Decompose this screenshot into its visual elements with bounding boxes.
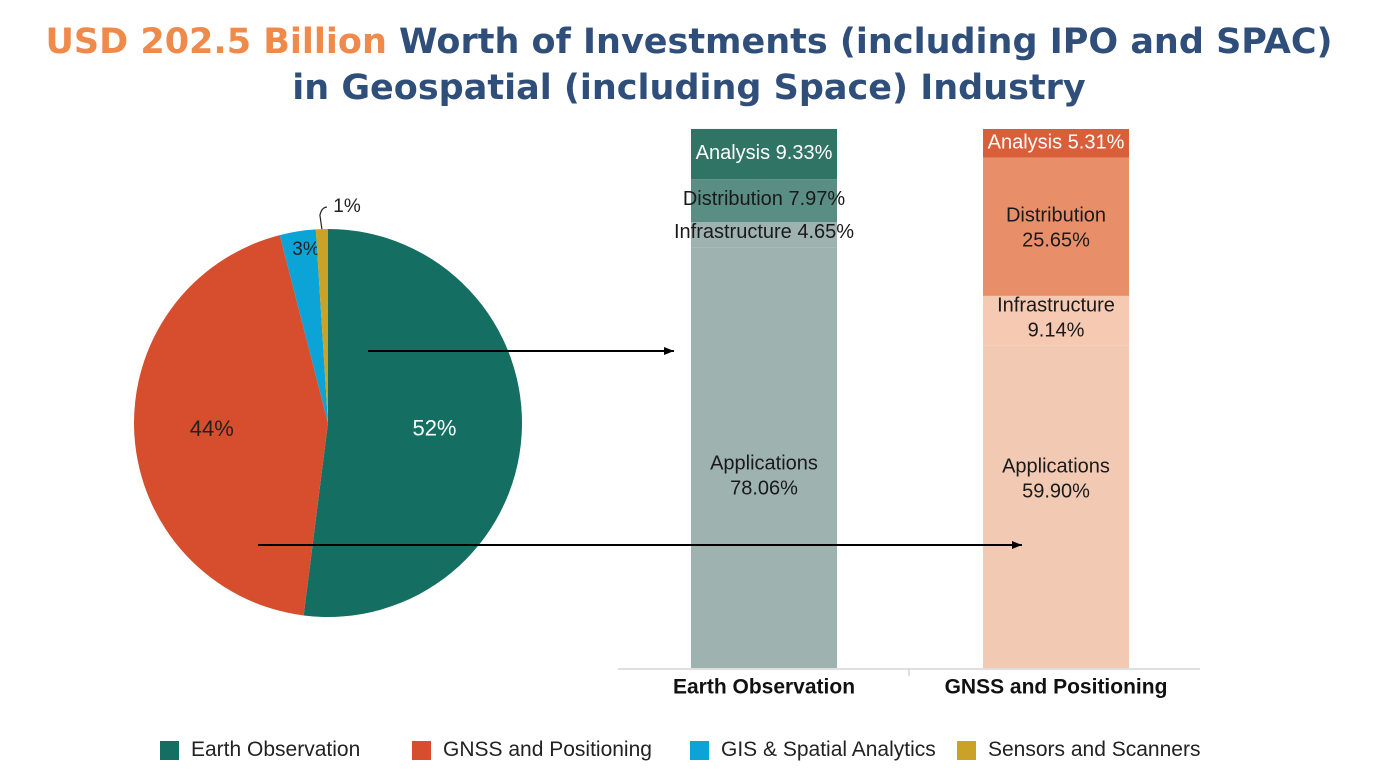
bar-segment-gnss-and-positioning-infrastructure: [983, 295, 1129, 346]
bar-segment-gnss-and-positioning-applications: [983, 345, 1129, 668]
x-tick-label-earth-observation: Earth Observation: [673, 676, 855, 699]
bar-label-gnss-and-positioning-distribution: Distribution 25.65%: [1006, 205, 1106, 252]
legend-label: GNSS and Positioning: [443, 738, 652, 761]
stacked-bar-chart: Applications 78.06% Infrastructure 4.65% Di…: [618, 128, 1200, 699]
title-line-1-rest: Worth of Investments (including IPO and …: [386, 22, 1333, 62]
legend-swatch-gnss: [412, 740, 431, 760]
bar-segment-earth-observation-analysis: [691, 128, 837, 180]
bar-label-earth-observation-applications: Applications 78.06%: [710, 453, 818, 500]
pie-label-gis-and-spatial-analytics: 3%: [292, 239, 320, 260]
pie-label-earth-observation: 52%: [412, 416, 456, 441]
legend-label: Sensors and Scanners: [988, 738, 1201, 761]
legend-item-gis: GIS & Spatial Analytics: [690, 738, 936, 762]
pie-slice-earth-observation: [303, 229, 522, 617]
bar-segment-gnss-and-positioning-analysis: [983, 129, 1129, 158]
legend-label: Earth Observation: [191, 738, 361, 761]
legend-item-sensors: Sensors and Scanners: [957, 738, 1200, 762]
legend-label: GIS & Spatial Analytics: [721, 738, 936, 761]
legend-swatch-earth-observation: [160, 740, 179, 760]
legend-item-gnss: GNSS and Positioning: [412, 738, 652, 762]
bar-label-earth-observation-infrastructure: Infrastructure 4.65%: [674, 221, 854, 243]
legend-item-earth-observation: Earth Observation: [160, 738, 360, 762]
bar-segment-earth-observation-distribution: [691, 179, 837, 223]
pie-leader-line-sensors-and-scanners: [319, 206, 327, 230]
pie-label-gnss-and-positioning: 44%: [190, 416, 234, 441]
chart-title-line-2: in Geospatial (including Space) Industry: [292, 68, 1086, 108]
bar-segment-earth-observation-applications: [691, 247, 837, 669]
bar-segment-earth-observation-infrastructure: [691, 222, 837, 248]
bar-label-gnss-and-positioning-analysis: Analysis 5.31%: [988, 132, 1125, 154]
x-tick-label-gnss-and-positioning: GNSS and Positioning: [945, 676, 1168, 699]
title-highlight: USD 202.5 Billion: [45, 22, 387, 62]
bar-label-earth-observation-distribution: Distribution 7.97%: [683, 188, 846, 210]
bar-label-earth-observation-analysis: Analysis 9.33%: [696, 142, 833, 164]
pie-label-sensors-and-scanners: 1%: [333, 196, 361, 217]
pie-chart: 52% 44% 3% 1%: [134, 196, 522, 617]
legend-swatch-gis: [690, 740, 709, 760]
chart-canvas: 52% 44% 3% 1% Applications 78.06% Infrastruct…: [134, 128, 1200, 699]
legend: Earth Observation GNSS and Positioning G…: [0, 738, 1378, 766]
bar-label-gnss-and-positioning-infrastructure: Infrastructure 9.14%: [997, 295, 1115, 342]
chart-title-line-1: USD 202.5 Billion Worth of Investments (…: [0, 22, 1378, 62]
pie-slice-sensors-and-scanners: [315, 229, 328, 423]
bar-label-gnss-and-positioning-applications: Applications 59.90%: [1002, 456, 1110, 503]
pie-slice-gis-and-spatial-analytics: [279, 229, 328, 423]
pie-slice-gnss-and-positioning: [134, 235, 328, 616]
legend-swatch-sensors: [957, 740, 976, 760]
bar-segment-gnss-and-positioning-distribution: [983, 157, 1129, 296]
